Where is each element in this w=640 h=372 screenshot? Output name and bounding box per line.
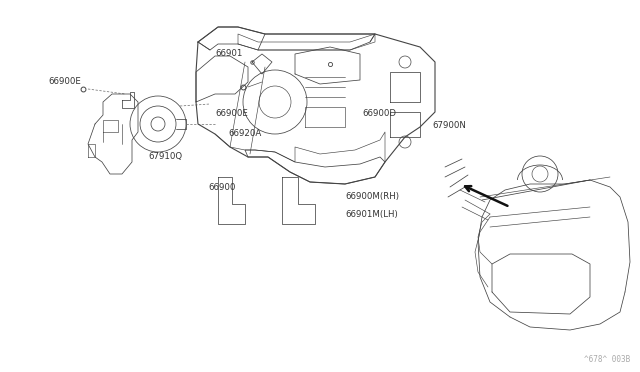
Text: 66920A: 66920A (228, 129, 261, 138)
Text: 66900D: 66900D (362, 109, 396, 119)
Text: ^678^ 003B: ^678^ 003B (584, 355, 630, 364)
Text: 66900E: 66900E (215, 109, 248, 119)
Text: 66900: 66900 (208, 183, 236, 192)
Text: 67900N: 67900N (432, 121, 466, 129)
Text: 66900M(RH): 66900M(RH) (345, 192, 399, 202)
Text: 67910Q: 67910Q (148, 153, 182, 161)
Text: 66900E: 66900E (48, 77, 81, 87)
Text: 66901: 66901 (215, 49, 243, 58)
Text: 66901M(LH): 66901M(LH) (345, 209, 397, 218)
